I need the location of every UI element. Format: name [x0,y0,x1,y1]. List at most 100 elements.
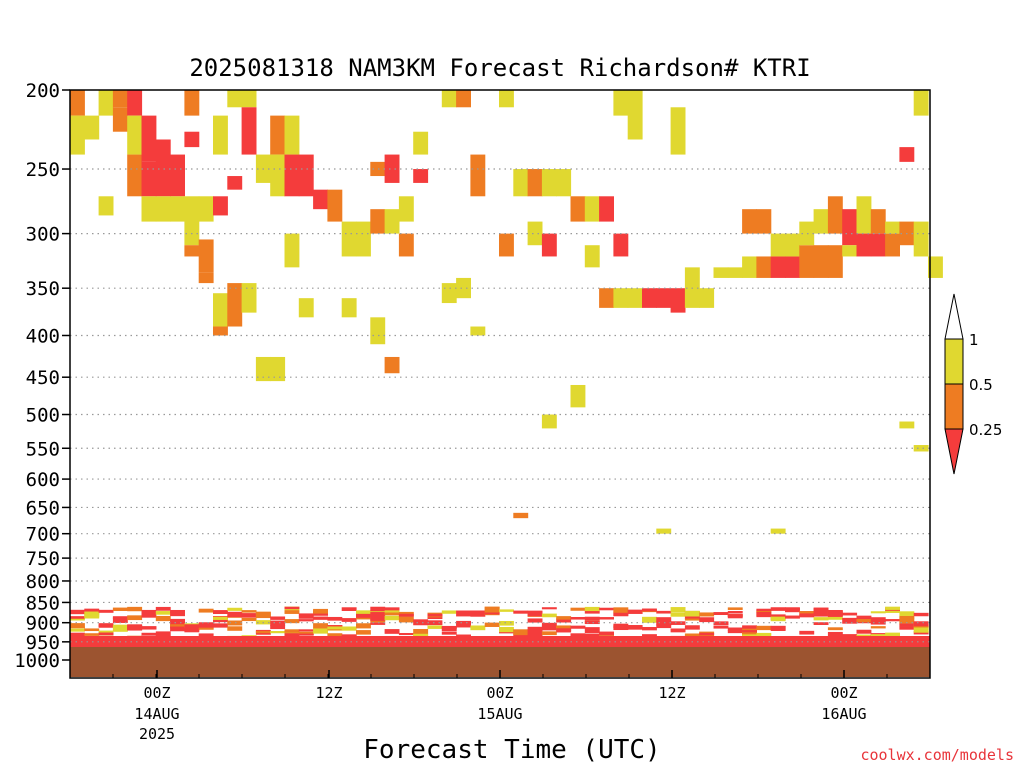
low-level-cell [198,627,214,630]
ri-cell [785,233,800,257]
low-level-cell [284,619,300,624]
ri-cell [141,115,157,162]
low-level-cell [427,625,443,629]
low-level-cell [227,611,243,618]
low-level-cell [270,620,286,626]
low-level-cell [556,626,572,629]
colorbar-label: 1 [969,331,979,349]
ri-cell [184,245,200,257]
ri-cell [613,90,629,116]
low-level-cell [198,608,214,613]
y-tick-label: 300 [26,224,60,246]
ri-cell [827,196,843,234]
low-level-cell [213,619,228,623]
low-level-cell [899,611,915,616]
low-level-cell [870,626,886,629]
low-level-cell [584,606,600,612]
low-level-cell [813,608,829,615]
ri-cell [885,221,900,234]
low-level-cell [699,617,715,623]
low-level-cell [885,632,900,639]
low-level-cell [799,611,815,614]
ri-cell [499,90,514,108]
low-level-cell [599,631,614,636]
ri-cell [213,293,228,327]
low-level-cell [770,616,786,622]
low-level-cell [427,620,443,626]
low-level-cell [827,616,843,620]
ri-cell [198,272,214,284]
low-level-cell [298,631,314,635]
low-level-cell [599,617,614,620]
low-level-cell [155,615,171,622]
low-level-cell [284,606,300,610]
low-level-cell [627,625,643,630]
y-tick-label: 1000 [14,650,60,672]
ri-cell [341,221,357,257]
ri-cell [913,445,929,452]
x-tick-label: 00Z [830,684,857,702]
grid-lines [70,168,930,643]
low-level-cell [470,612,486,617]
ri-cell [842,209,858,246]
low-level-cell [727,630,743,634]
low-level-cell [656,620,672,626]
low-level-cell [313,611,328,614]
low-level-cell [255,612,271,619]
low-level-cell [670,607,686,613]
low-level-cell [499,620,514,626]
ri-cell [370,161,386,177]
ri-cell [284,154,300,197]
x-tick-label: 12Z [658,684,685,702]
ri-cell [799,245,815,278]
low-level-cell [513,629,529,636]
x-tick-label: 00Z [486,684,513,702]
low-level-cell [370,612,386,618]
low-level-cell [870,621,886,625]
low-level-cell [170,611,185,617]
low-level-cell [499,626,514,633]
low-level-cell [370,606,386,612]
low-level-cell [770,625,786,631]
low-level-cell [112,607,128,612]
low-level-cell [184,624,200,631]
low-level-cell [684,610,700,617]
ri-cell [141,196,157,222]
ri-cell [856,233,872,257]
low-level-cell [84,633,100,636]
low-level-cell [356,613,371,618]
ri-cell [313,189,328,210]
colorbar-label: 0.5 [969,376,993,394]
low-level-cell [656,623,672,629]
ri-cell [756,209,772,234]
low-level-cell [456,622,471,628]
low-level-cell [556,618,572,623]
ri-cell [370,317,386,345]
low-level-cell [213,610,228,615]
ri-cell [670,107,686,155]
ri-cell [627,90,643,140]
low-level-cell [885,606,900,610]
y-tick-label: 250 [26,159,60,181]
low-level-cell [541,625,557,631]
ri-cell [241,283,257,313]
low-level-cell [255,630,271,634]
low-level-cell [341,626,357,631]
low-level-cell [213,616,228,621]
ri-cell [127,154,143,197]
low-level-cell [827,609,843,616]
low-level-cell [684,625,700,630]
y-tick-label: 200 [26,80,60,102]
low-level-cell [227,626,243,631]
low-level-cell [384,629,400,634]
ri-cell [356,221,371,257]
low-level-cell [827,627,843,631]
x-tick-year: 2025 [139,725,175,743]
low-level-cell [813,612,829,617]
low-level-cell [384,615,400,621]
low-level-cell [527,610,543,617]
low-level-cell [170,618,185,624]
low-level-cell [813,622,829,625]
low-level-cell [141,626,157,630]
low-level-cell [899,617,915,624]
